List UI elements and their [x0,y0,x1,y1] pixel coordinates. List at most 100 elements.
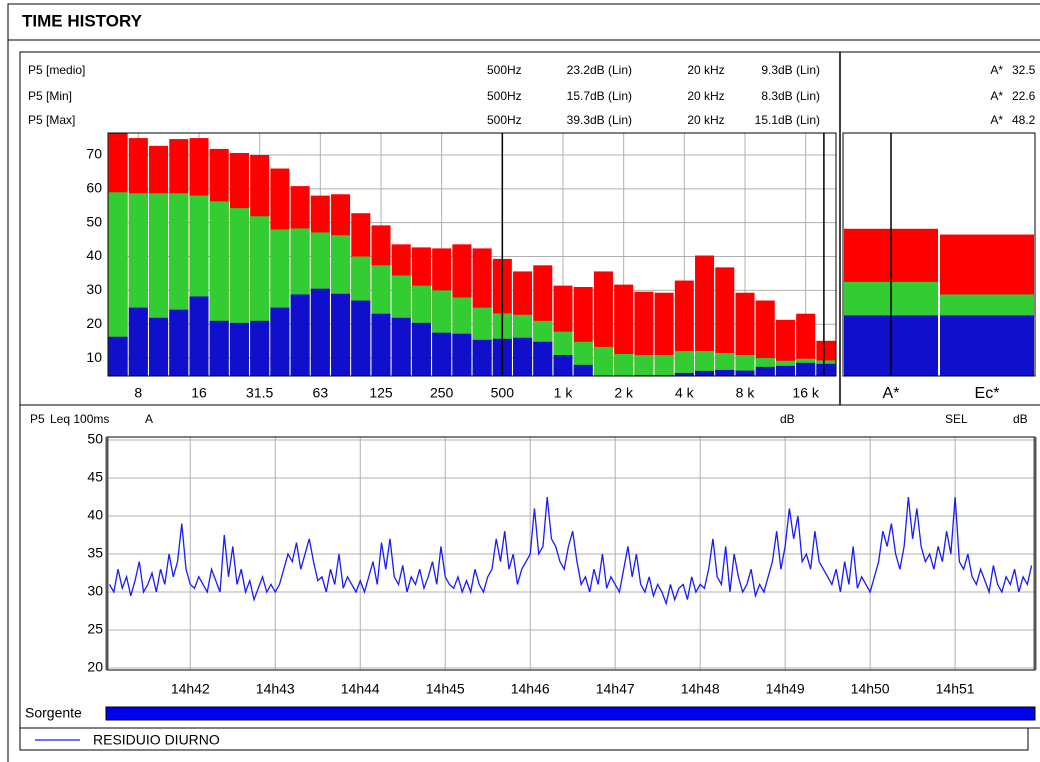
x-tick-label: 14h46 [511,681,550,697]
readout-frequency-unit: Hz [710,89,725,103]
x-tick-label: 14h48 [681,681,720,697]
readout-category: A* [990,63,1003,77]
y-unit-label: dB [780,412,795,426]
bar [452,333,472,376]
readout-category: A* [990,89,1003,103]
readout-frequency-unit: Hz [710,63,725,77]
readout-unit: dB (Lin) [778,89,820,103]
x-tick-label: 14h42 [171,681,210,697]
bar [755,300,775,376]
x-tick-label: 250 [430,385,454,401]
bar [796,362,816,376]
bar [940,315,1034,376]
readout-value: 8.3 [761,89,778,103]
charts: 10 20 30 40 50 60 70 8 16 31.5 63 125 250 500 1 k 2 k 4 … [28,63,1037,748]
x-tick-label: 14h45 [426,681,465,697]
bar [674,372,694,376]
bar [816,363,836,376]
sel-unit-label: dB [1013,412,1028,426]
readout-category: A* [990,113,1003,127]
bar [634,291,654,376]
bar [128,307,148,376]
y-tick-label: 45 [87,469,103,485]
readout-frequency-unit: Hz [507,113,522,127]
bar [310,288,330,376]
bar [715,267,735,376]
y-tick-label: 70 [86,146,102,162]
source-label: Sorgente [25,705,82,721]
bar [654,374,674,376]
bar [654,355,674,376]
x-tick-label: 14h43 [256,681,295,697]
bar [674,350,694,376]
x-tick-label: 14h51 [936,681,975,697]
bar [695,370,715,376]
x-tick-label: 31.5 [246,385,273,401]
readout-value: 15.1 [755,113,779,127]
bar [614,354,634,376]
x-tick-label: 8 k [736,385,756,401]
bar [108,192,128,376]
bar [634,355,654,376]
readout-value: 9.3 [761,63,778,77]
x-tick-label: 14h49 [766,681,805,697]
source-bar [105,706,1036,721]
readout-unit: dB (Lin) [590,89,632,103]
bar [290,294,310,376]
x-tick-label: A* [883,385,900,402]
bar [715,369,735,376]
bar [775,365,795,376]
bar [229,322,249,376]
readout-frequency: 500 [487,89,507,103]
x-tick-label: 14h50 [851,681,890,697]
x-tick-label: Ec* [975,385,1000,402]
bar [472,339,492,376]
y-tick-label: 20 [87,659,103,675]
bar [270,307,290,376]
y-tick-label: 40 [87,507,103,523]
readout-value: 48.2 [1012,113,1036,127]
bar [614,284,634,376]
readout-value: 32.5 [1012,63,1036,77]
bar [351,300,371,376]
series-name: P5 [Min] [28,89,72,103]
readout-frequency: 500 [487,113,507,127]
x-tick-label: 16 [191,385,207,401]
bar [553,355,573,376]
readout-frequency: 20 k [687,113,711,127]
x-tick-label: 1 k [554,385,574,401]
readout-frequency: 500 [487,63,507,77]
readout-value: 39.3 [567,113,591,127]
bar [189,296,209,376]
readout-frequency-unit: Hz [507,63,522,77]
channel-label: P5 [30,412,45,426]
time-history-line [108,496,1033,606]
bar [513,337,533,376]
x-tick-label: 63 [313,385,329,401]
x-tick-label: 14h44 [341,681,380,697]
readout-frequency-unit: Hz [507,89,522,103]
page-title: TIME HISTORY [22,11,143,30]
bar [331,293,351,376]
y-tick-label: 50 [86,213,102,229]
y-tick-label: 30 [87,583,103,599]
bar [695,255,715,376]
bar [209,320,229,376]
bar [573,364,593,376]
readout-frequency: 20 k [687,89,711,103]
y-tick-label: 20 [86,315,102,331]
readout-frequency-unit: Hz [710,113,725,127]
bar [593,346,613,376]
y-tick-label: 60 [86,180,102,196]
readout-value: 15.7 [567,89,591,103]
legend-label: RESIDUIO DIURNO [93,732,220,748]
readout-unit: dB (Lin) [590,63,632,77]
x-tick-label: 125 [369,385,393,401]
y-tick-label: 30 [86,281,102,297]
series-name: P5 [medio] [28,63,85,77]
readout-value: 23.2 [567,63,591,77]
readout-unit: dB (Lin) [590,113,632,127]
readout-frequency: 20 k [687,63,711,77]
bar [634,374,654,376]
